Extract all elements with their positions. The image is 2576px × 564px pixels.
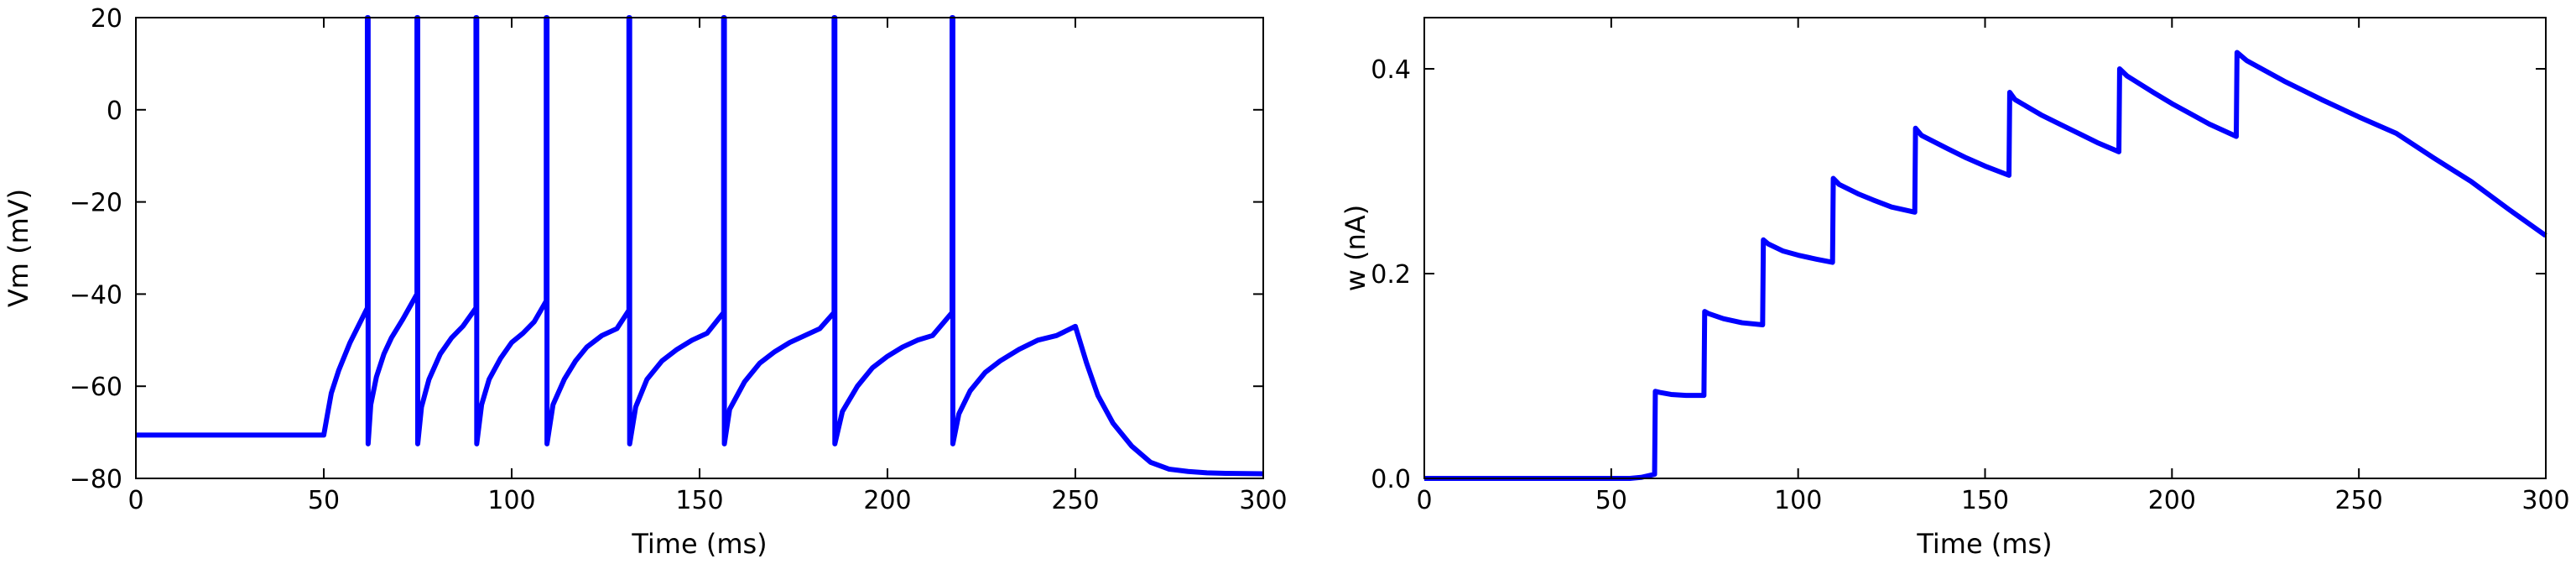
vm-x-tick-label: 200 [863, 486, 911, 515]
vm-y-tick-label: −20 [70, 189, 122, 218]
vm-x-axis-label: Time (ms) [631, 528, 767, 560]
vm-x-tick-label: 250 [1051, 486, 1099, 515]
w-x-tick-label: 250 [2335, 486, 2383, 515]
w-x-tick-label: 300 [2521, 486, 2569, 515]
w-ticks: 0 50 100 150 200 250 300 0.0 0.2 0.4 [1371, 18, 2570, 515]
vm-x-tick-label: 150 [675, 486, 723, 515]
w-x-tick-label: 100 [1774, 486, 1822, 515]
vm-chart: 0 50 100 150 200 250 300 −80 −60 −40 −20 0 20 Time (… [3, 4, 1288, 560]
vm-y-axis-label: Vm (mV) [3, 189, 34, 307]
vm-y-tick-label: 0 [107, 97, 122, 126]
w-y-tick-label: 0.0 [1371, 465, 1411, 494]
vm-y-tick-label: −40 [70, 280, 122, 310]
w-series-line-0 [1424, 50, 2547, 481]
w-marks [1424, 50, 2547, 481]
vm-x-tick-label: 0 [127, 486, 143, 515]
w-x-tick-label: 50 [1595, 486, 1627, 515]
w-x-tick-label: 0 [1416, 486, 1432, 515]
vm-plot-area [136, 18, 1263, 478]
vm-x-tick-label: 100 [487, 486, 535, 515]
w-x-tick-label: 150 [1961, 486, 2009, 515]
vm-y-tick-label: 20 [91, 4, 122, 34]
vm-y-tick-label: −80 [70, 465, 122, 494]
w-y-axis-label: w (nA) [1340, 205, 1371, 291]
vm-x-tick-label: 300 [1239, 486, 1287, 515]
w-y-tick-label: 0.4 [1371, 55, 1411, 85]
w-x-axis-label: Time (ms) [1916, 528, 2052, 560]
w-plot-area [1424, 18, 2546, 478]
vm-ticks: 0 50 100 150 200 250 300 −80 −60 −40 −20 0 20 [70, 4, 1288, 515]
vm-y-tick-label: −60 [70, 373, 122, 402]
vm-x-tick-label: 50 [308, 486, 340, 515]
w-chart: 0 50 100 150 200 250 300 0.0 0.2 0.4 Time (ms) w … [1340, 17, 2570, 560]
w-y-tick-label: 0.2 [1371, 260, 1411, 290]
w-x-tick-label: 200 [2148, 486, 2196, 515]
